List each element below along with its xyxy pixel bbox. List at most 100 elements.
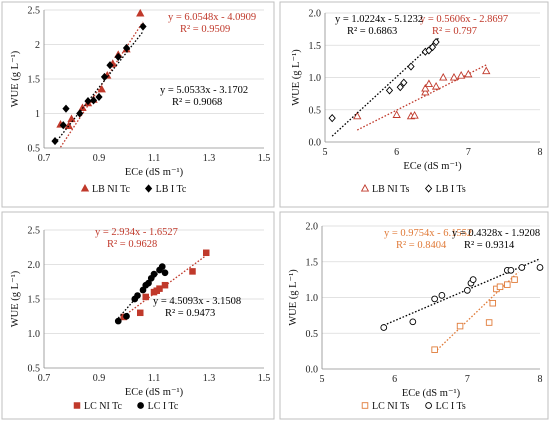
legend-marker — [425, 402, 432, 409]
data-point — [410, 111, 419, 119]
data-point — [428, 43, 437, 52]
trendline — [356, 64, 487, 131]
y-tick-label: 1.5 — [28, 295, 41, 306]
trendline-equation: y = 0.4328x - 1.9208 — [452, 228, 540, 239]
legend-label: LB I Ts — [436, 184, 466, 195]
data-point — [400, 78, 408, 87]
legend: LB NI Tc LB I Tc — [80, 183, 187, 195]
data-point — [396, 83, 404, 92]
x-tick-label: 1.5 — [258, 153, 271, 164]
data-point — [51, 137, 59, 146]
y-tick-label: 2.0 — [306, 222, 319, 233]
data-point — [421, 87, 430, 96]
x-tick-label: 0.9 — [93, 153, 106, 164]
data-point — [431, 81, 441, 90]
y-tick-label: 2.5 — [28, 226, 41, 237]
data-point — [409, 318, 417, 326]
data-point — [161, 281, 169, 289]
data-point — [511, 276, 518, 283]
y-tick-label: 0.5 — [309, 105, 322, 116]
trendline-equation: y = 6.0548x - 4.0909 — [168, 12, 256, 23]
data-point — [64, 121, 73, 129]
y-tick-label: 1 — [35, 109, 40, 120]
data-point — [136, 8, 145, 17]
data-point — [463, 287, 471, 294]
x-axis-label: ECe (dS m⁻¹) — [125, 167, 184, 178]
data-point — [407, 62, 415, 71]
y-tick-label: 0.0 — [309, 138, 322, 149]
x-tick-label: 8 — [538, 374, 543, 385]
y-axis-label: WUE (g L⁻¹) — [291, 49, 302, 106]
plot-area — [51, 8, 147, 148]
trendline-equation: y = 2.934x - 1.6527 — [95, 227, 178, 238]
data-point — [432, 37, 440, 47]
data-point — [114, 317, 122, 325]
data-point — [536, 264, 544, 271]
x-tick-label: 5 — [323, 147, 328, 158]
plot-area — [114, 249, 210, 325]
data-point — [464, 69, 473, 78]
legend-label: LC I Ts — [436, 401, 466, 412]
data-point — [202, 249, 210, 257]
legend-label: LB NI Tc — [92, 184, 131, 195]
trendline-equation: y = 4.5093x - 3.1508 — [153, 296, 241, 307]
legend-label: LC I Tc — [148, 401, 179, 412]
y-axis-label: WUE (g L⁻¹) — [10, 270, 21, 327]
data-point — [438, 292, 446, 299]
legend-marker — [360, 183, 370, 192]
x-tick-label: 1.1 — [148, 153, 161, 164]
legend-marker — [424, 184, 433, 193]
x-tick-label: 0.9 — [93, 373, 106, 384]
data-point — [456, 322, 464, 330]
chart-panel-bottom-right: 0.0 0.5 1.0 1.5 2.0 5 6 7 8 ECe (dS m⁻¹) WUE (g L⁻… — [279, 211, 549, 420]
y-axis-label: WUE (g L⁻¹) — [288, 269, 299, 326]
y-tick-label: 1.0 — [28, 329, 41, 340]
x-tick-label: 1.5 — [258, 373, 271, 384]
data-point — [134, 292, 141, 299]
data-point — [145, 279, 152, 287]
x-axis-label: ECe (dS m⁻¹) — [125, 387, 184, 398]
data-point — [392, 110, 401, 118]
data-point — [385, 86, 394, 95]
y-tick-label: 2.0 — [309, 9, 322, 20]
y-tick-label: 0.5 — [28, 144, 41, 155]
y-tick-label: 1.5 — [309, 41, 322, 52]
trendline-equation: y = 5.0533x - 3.1702 — [160, 85, 248, 96]
y-tick-label: 1.5 — [28, 75, 41, 86]
legend-marker — [80, 183, 90, 192]
data-point — [84, 96, 92, 106]
r-squared-label: R² = 0.9473 — [165, 308, 215, 319]
r-squared-label: R² = 0.797 — [432, 26, 477, 37]
data-point — [518, 264, 526, 271]
data-point — [439, 72, 448, 81]
legend: LC NI Tc LC I Tc — [73, 401, 179, 412]
r-squared-label: R² = 0.9628 — [107, 239, 157, 250]
data-point — [496, 283, 504, 291]
data-point — [156, 285, 163, 292]
r-squared-label: R² = 0.9068 — [172, 97, 222, 108]
x-axis-label: ECe (dS m⁻¹) — [402, 388, 461, 399]
x-tick-label: 6 — [394, 147, 399, 158]
data-point — [431, 295, 438, 303]
r-squared-label: R² = 0.9509 — [180, 24, 230, 35]
data-point — [431, 346, 438, 353]
chart-panel-bottom-left: 0.5 1.0 1.5 2.0 2.5 0.7 0.9 1.1 1.3 1.5 ECe (dS m⁻… — [1, 211, 275, 420]
trendline-equation: y = 1.0224x - 5.1232 — [335, 14, 423, 25]
data-point — [469, 276, 477, 283]
data-point — [62, 104, 70, 113]
legend-marker — [361, 402, 369, 409]
data-point — [142, 293, 149, 301]
data-point — [161, 269, 169, 277]
legend-marker — [144, 184, 153, 193]
x-tick-label: 7 — [466, 147, 471, 158]
panel-frame — [279, 211, 549, 420]
chart-panel-top-right: 0.0 0.5 1.0 1.5 2.0 5 6 7 8 ECe (dS m⁻¹) WUE (g L⁻… — [279, 1, 549, 208]
x-tick-label: 7 — [465, 374, 470, 385]
data-point — [328, 114, 336, 123]
data-point — [100, 72, 109, 82]
data-point — [122, 43, 131, 53]
chart-panel-top-left: 0.5 1 1.5 2 2.5 0.7 0.9 1.1 1.3 1.5 ECe (dS m⁻¹) WU… — [1, 1, 275, 208]
data-point — [489, 299, 497, 307]
data-point — [139, 22, 147, 31]
